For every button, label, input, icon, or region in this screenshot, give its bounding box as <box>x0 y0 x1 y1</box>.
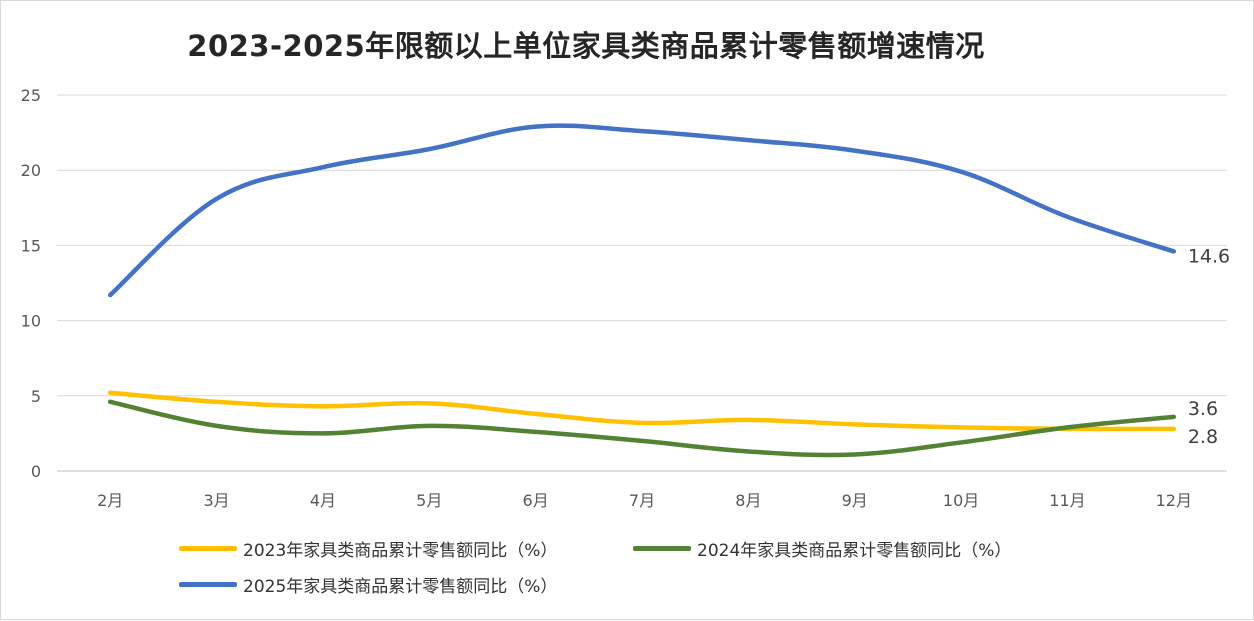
x-tick-label: 9月 <box>842 491 868 510</box>
end-label: 14.6 <box>1188 245 1230 267</box>
x-tick-label: 3月 <box>203 491 229 510</box>
end-labels: 2.8 3.6 14.6 <box>1188 245 1230 447</box>
legend-swatch-2025 <box>179 582 237 587</box>
legend-item-2025: 2025年家具类商品累计零售额同比（%） <box>179 572 557 597</box>
y-tick-label: 20 <box>21 161 41 180</box>
x-tick-label: 12月 <box>1156 491 1192 510</box>
x-tick-label: 8月 <box>735 491 761 510</box>
x-tick-label: 11月 <box>1049 491 1085 510</box>
x-axis-ticks: 2月 3月 4月 5月 6月 7月 8月 9月 10月 11月 12月 <box>97 491 1192 510</box>
series-line-3 <box>110 126 1174 295</box>
legend-label-2025: 2025年家具类商品累计零售额同比（%） <box>243 572 557 597</box>
y-axis-ticks: 0 5 10 15 20 25 <box>21 86 41 481</box>
end-label: 2.8 <box>1188 426 1218 448</box>
legend-item-2024: 2024年家具类商品累计零售额同比（%） <box>633 536 1011 561</box>
x-tick-label: 10月 <box>943 491 979 510</box>
y-tick-label: 15 <box>21 236 41 255</box>
y-tick-label: 0 <box>31 462 41 481</box>
legend-label-2023: 2023年家具类商品累计零售额同比（%） <box>243 536 557 561</box>
series-lines <box>110 126 1174 455</box>
x-tick-label: 4月 <box>310 491 336 510</box>
legend-swatch-2024 <box>633 546 691 551</box>
y-tick-label: 25 <box>21 86 41 105</box>
x-tick-label: 5月 <box>416 491 442 510</box>
grid-lines <box>57 95 1227 471</box>
x-tick-label: 2月 <box>97 491 123 510</box>
x-tick-label: 7月 <box>629 491 655 510</box>
legend-swatch-2023 <box>179 546 237 551</box>
x-tick-label: 6月 <box>523 491 549 510</box>
y-tick-label: 10 <box>21 312 41 331</box>
end-label: 3.6 <box>1188 398 1218 420</box>
legend-item-2023: 2023年家具类商品累计零售额同比（%） <box>179 536 557 561</box>
y-tick-label: 5 <box>31 387 41 406</box>
legend-label-2024: 2024年家具类商品累计零售额同比（%） <box>697 536 1011 561</box>
series-line-1 <box>110 393 1174 429</box>
